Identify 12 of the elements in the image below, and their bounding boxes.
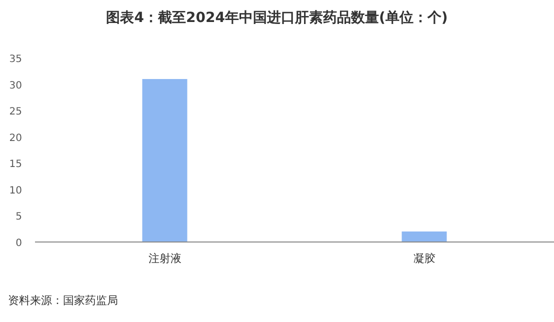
x-tick-label: 注射液 <box>148 252 182 265</box>
x-tick-label: 凝胶 <box>413 252 436 265</box>
y-tick-label: 15 <box>9 159 22 170</box>
text: 资料来源：国家药监局 <box>8 294 118 307</box>
y-tick-label: 35 <box>9 54 22 65</box>
y-tick-label: 5 <box>16 212 22 223</box>
y-tick-label: 10 <box>9 185 22 196</box>
chart-title: 图表4：截至2024年中国进口肝素药品数量(单位：个) <box>106 10 448 26</box>
y-tick-label: 30 <box>9 80 22 92</box>
y-tick-label: 25 <box>9 106 22 118</box>
y-tick-label: 20 <box>9 132 22 144</box>
y-tick-label: 0 <box>16 238 22 249</box>
